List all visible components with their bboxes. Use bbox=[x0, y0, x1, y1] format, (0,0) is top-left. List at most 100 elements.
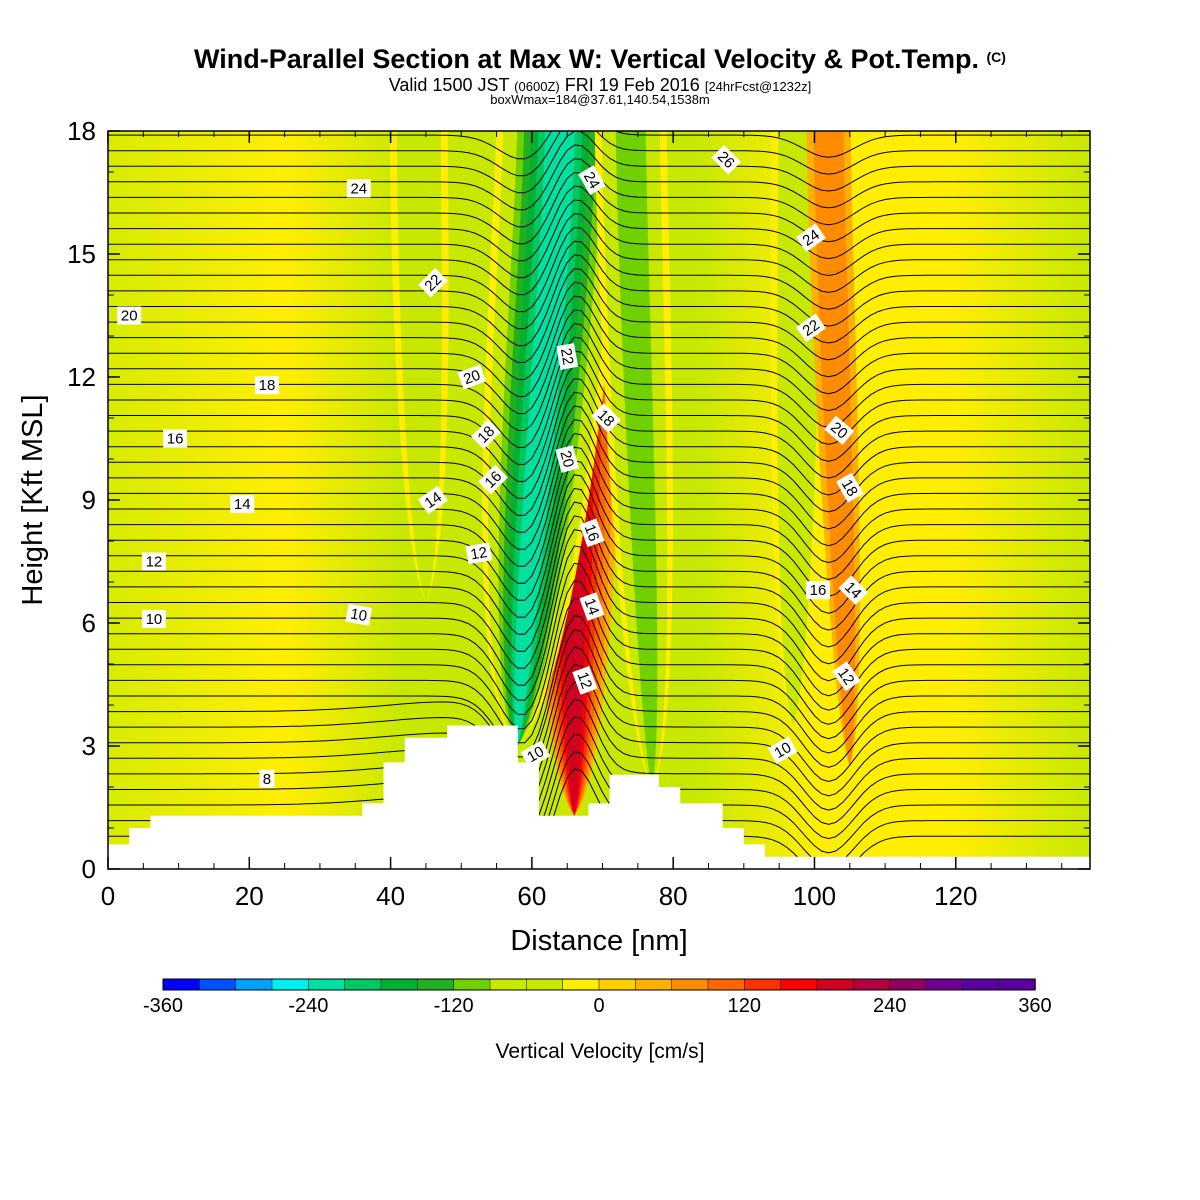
theta-contour-label: 22 bbox=[795, 313, 826, 343]
theta-contour bbox=[108, 281, 1090, 380]
label-text: 8 bbox=[263, 771, 271, 788]
theta-contour bbox=[108, 597, 1090, 744]
terrain-mask bbox=[108, 725, 1090, 869]
label-background bbox=[117, 306, 142, 325]
theta-contour bbox=[108, 615, 1090, 758]
label-background bbox=[579, 518, 605, 548]
theta-contour bbox=[108, 144, 1090, 211]
label-background bbox=[767, 736, 798, 764]
x-tick-label: 120 bbox=[934, 881, 977, 911]
theta-contour bbox=[108, 501, 1090, 652]
label-text: 12 bbox=[574, 670, 596, 691]
y-tick-label: 3 bbox=[82, 731, 96, 761]
theta-contour-label: 18 bbox=[471, 419, 501, 450]
theta-contour bbox=[108, 716, 1090, 840]
colorbar-swatch bbox=[199, 978, 237, 991]
y-tick-label: 6 bbox=[82, 608, 96, 638]
x-tick-label: 40 bbox=[376, 881, 405, 911]
theta-contour bbox=[108, 646, 1090, 783]
theta-contour-label: 24 bbox=[795, 223, 826, 252]
theta-contour bbox=[108, 529, 1090, 686]
label-text: 22 bbox=[800, 316, 823, 339]
theta-contour-label: 10 bbox=[345, 603, 373, 626]
label-background bbox=[417, 485, 448, 515]
label-background bbox=[591, 403, 621, 433]
label-background bbox=[795, 223, 826, 252]
theta-contour bbox=[108, 185, 1090, 262]
theta-contour-label: 8 bbox=[259, 769, 275, 788]
theta-contour bbox=[108, 131, 1090, 160]
theta-contour bbox=[108, 432, 1090, 567]
updraft-band bbox=[813, 131, 856, 767]
label-background bbox=[555, 445, 580, 473]
label-text: 18 bbox=[838, 476, 861, 499]
theta-contour-label: 16 bbox=[806, 581, 831, 600]
colorbar-swatch bbox=[417, 978, 455, 991]
colorbar-swatch bbox=[744, 978, 782, 991]
x-axis-label: Distance [nm] bbox=[510, 925, 687, 957]
label-background bbox=[478, 464, 508, 495]
colorbar-label: Vertical Velocity [cm/s] bbox=[496, 1040, 705, 1063]
theta-contour bbox=[108, 419, 1090, 550]
label-background bbox=[832, 661, 861, 692]
label-background bbox=[579, 592, 605, 621]
y-tick-label: 9 bbox=[82, 485, 96, 515]
theta-contour bbox=[108, 405, 1090, 533]
theta-contour bbox=[108, 171, 1090, 245]
label-background bbox=[520, 740, 551, 768]
label-background bbox=[163, 429, 188, 448]
label-background bbox=[230, 495, 255, 514]
colorbar-swatch bbox=[780, 978, 818, 991]
theta-contour bbox=[108, 629, 1090, 768]
colorbar-swatch bbox=[889, 978, 927, 991]
theta-contour bbox=[108, 226, 1090, 313]
label-background bbox=[711, 144, 742, 175]
label-background bbox=[346, 179, 371, 198]
colorbar-swatch bbox=[380, 978, 419, 991]
colorbar-swatch bbox=[308, 978, 346, 991]
colorbar-frame bbox=[162, 978, 1036, 991]
label-background bbox=[838, 575, 869, 606]
theta-contour-label: 20 bbox=[117, 306, 142, 325]
y-tick-label: 18 bbox=[67, 116, 96, 146]
label-text: 24 bbox=[580, 169, 603, 192]
colorbar-tick-label: 360 bbox=[1018, 995, 1051, 1017]
vertical-velocity-field bbox=[108, 131, 1090, 869]
downdraft-band bbox=[615, 131, 658, 787]
label-background bbox=[471, 419, 501, 450]
chart-title: Wind-Parallel Section at Max W: Vertical… bbox=[194, 44, 1006, 74]
downdraft-band bbox=[403, 131, 436, 603]
label-background bbox=[418, 267, 448, 298]
colorbar-swatch bbox=[562, 978, 600, 991]
theta-contour-label: 18 bbox=[254, 376, 279, 395]
label-text: 16 bbox=[581, 522, 603, 543]
label-text: 12 bbox=[469, 544, 488, 564]
theta-contour-label: 24 bbox=[578, 165, 606, 196]
colorbar-swatch bbox=[635, 978, 673, 991]
colorbar-tick-label: -360 bbox=[143, 995, 183, 1017]
colorbar-swatch bbox=[925, 978, 964, 991]
theta-contour-label: 10 bbox=[141, 609, 166, 628]
label-background bbox=[795, 313, 826, 343]
colorbar-swatch bbox=[707, 978, 746, 991]
colorbar-swatch bbox=[671, 978, 709, 991]
terrain-profile bbox=[108, 725, 1090, 869]
label-text: 10 bbox=[771, 739, 794, 762]
theta-contour bbox=[108, 309, 1090, 414]
theta-contour-label: 18 bbox=[591, 403, 621, 433]
x-tick-label: 0 bbox=[101, 881, 115, 911]
label-background bbox=[457, 364, 487, 390]
label-text: 12 bbox=[834, 665, 857, 688]
label-text: 24 bbox=[350, 180, 367, 197]
theta-contour bbox=[108, 199, 1090, 279]
theta-contour-label: 14 bbox=[579, 592, 605, 621]
label-background bbox=[465, 542, 493, 565]
theta-contour bbox=[108, 350, 1090, 465]
theta-contour-label: 26 bbox=[711, 144, 742, 175]
x-tick-label: 20 bbox=[235, 881, 264, 911]
theta-contour bbox=[108, 364, 1090, 482]
label-text: 18 bbox=[259, 377, 276, 394]
theta-contour bbox=[108, 295, 1090, 397]
theta-contour-label: 22 bbox=[556, 343, 579, 370]
